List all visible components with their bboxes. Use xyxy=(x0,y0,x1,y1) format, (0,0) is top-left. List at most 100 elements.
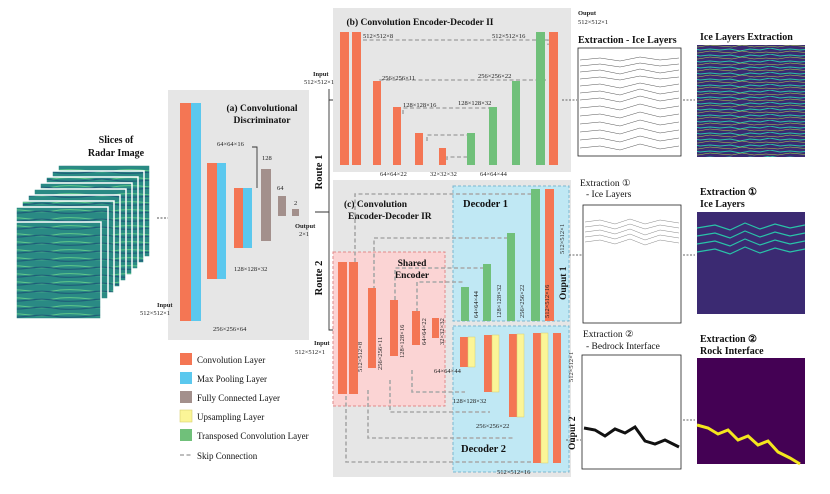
disc-fc-128 xyxy=(261,169,271,241)
disc-dim-fc64: 64 xyxy=(277,185,284,192)
ir-enc-dim-e128: 128×128×16 xyxy=(399,324,406,358)
output2-label: Ouput 2 xyxy=(568,416,578,450)
disc-dim-fc2: 2 xyxy=(294,200,297,207)
discriminator-title-2: Discriminator xyxy=(234,116,292,126)
ir-dec2-conv-3 xyxy=(509,334,517,417)
shared-encoder-label-1: Shared xyxy=(398,259,428,269)
ir-dec1-tconv-2 xyxy=(483,264,491,321)
disc-conv-1 xyxy=(180,103,191,321)
disc-output-label: Output xyxy=(295,223,316,230)
extraction1-lines xyxy=(584,218,680,246)
legend-label-pool: Max Pooling Layer xyxy=(197,374,267,384)
encdec2-input-dims: 512×512×1 xyxy=(304,79,334,86)
encdec-ir-panel: (c) Convolution Encoder-Decoder IR Decod… xyxy=(295,180,578,477)
dec2-tconv-4 xyxy=(536,32,545,165)
decoder1-label: Decoder 1 xyxy=(463,199,508,210)
ice-layers-extraction-title: Ice Layers Extraction xyxy=(700,32,793,43)
dec2-tconv-1 xyxy=(467,133,475,165)
encdec2-dim-d64: 64×64×44 xyxy=(480,171,508,178)
legend-swatch-fc xyxy=(180,391,192,403)
ir-dec1-dim-d512: 512×512×16 xyxy=(544,284,551,318)
disc-pool-1 xyxy=(191,103,201,321)
extraction1-heatmap xyxy=(697,212,805,314)
enc2-conv-1a xyxy=(340,32,349,165)
encdec-ir-title-1: (c) Convolution xyxy=(344,199,408,210)
disc-conv-3 xyxy=(234,188,243,248)
discriminator-panel: (a) Convolutional Discriminator 256×256×… xyxy=(140,90,316,340)
extraction2-right-title-2: Rock Interface xyxy=(700,346,764,357)
decoder2-label: Decoder 2 xyxy=(461,444,506,455)
legend-swatch-tconv xyxy=(180,429,192,441)
ir-dec1-tconv-1 xyxy=(461,287,469,321)
output-panels: Ouput 512×512×1 Extraction - Ice Layers … xyxy=(562,10,806,470)
ir-enc-conv-4 xyxy=(412,311,420,345)
dec2-tconv-2 xyxy=(489,107,497,165)
legend-label-conv: Convolution Layer xyxy=(197,355,265,365)
disc-conv-2 xyxy=(207,163,217,279)
disc-fc-64 xyxy=(278,196,286,216)
extraction1-image xyxy=(582,204,682,324)
ir-dec2-dim-d512: 512×512×16 xyxy=(497,469,531,476)
disc-dim-64x16: 64×64×16 xyxy=(217,141,245,148)
extraction1-sub: - Ice Layers xyxy=(586,190,632,200)
disc-input-dims: 512×512×1 xyxy=(140,310,170,317)
enc2-conv-4 xyxy=(415,133,423,165)
disc-input-label: Input xyxy=(157,302,173,309)
extraction1-title: Extraction ① xyxy=(580,178,631,189)
ir-dec1-tconv-3 xyxy=(507,233,515,321)
radar-slices: Slices of Radar Image xyxy=(15,135,178,320)
ir-enc-conv-1a xyxy=(338,262,347,394)
route-1-label: Route 1 xyxy=(314,155,325,190)
ice-extraction-title: Extraction - Ice Layers xyxy=(578,35,677,46)
encdec2-dim-e128: 128×128×16 xyxy=(403,102,437,109)
ir-dec2-up-2 xyxy=(491,334,500,393)
legend-swatch-pool xyxy=(180,372,192,384)
legend: Convolution Layer Max Pooling Layer Full… xyxy=(179,353,309,461)
enc2-conv-2 xyxy=(373,81,381,165)
ir-dec2-conv-1 xyxy=(460,337,468,367)
legend-label-fc: Fully Connected Layer xyxy=(197,393,280,403)
disc-dim-fc128: 128 xyxy=(262,155,272,162)
ir-dec2-dim-d64: 64×64×44 xyxy=(434,368,462,375)
disc-pool-2 xyxy=(217,163,226,279)
ir-dec2-up-3 xyxy=(516,333,525,418)
slices-title-2: Radar Image xyxy=(88,148,145,159)
top-output-dims: 512×512×1 xyxy=(578,19,608,26)
slices-title-1: Slices of xyxy=(99,135,134,146)
legend-label-skip: Skip Connection xyxy=(197,451,258,461)
extraction1-right-title-2: Ice Layers xyxy=(700,199,745,210)
ir-dec2-conv-2 xyxy=(484,335,492,392)
extraction2-right-title-1: Extraction ② xyxy=(700,334,757,345)
encdec2-panel: (b) Convolution Encoder-Decoder II 512×5… xyxy=(304,8,571,178)
route-2-label: Route 2 xyxy=(314,261,325,296)
rock-interface-line xyxy=(696,423,801,466)
ir-enc-conv-3 xyxy=(390,300,398,356)
bedrock-line xyxy=(583,425,680,449)
encdec2-dim-e512: 512×512×8 xyxy=(363,33,393,40)
encdec2-dim-d128: 128×128×32 xyxy=(458,100,491,107)
ir-enc-conv-1b xyxy=(349,262,358,394)
ir-dec1-conv-out xyxy=(545,189,554,321)
shared-encoder-label-2: Encoder xyxy=(395,271,430,281)
ir-dec2-up-4 xyxy=(540,332,549,464)
disc-output-dims: 2×1 xyxy=(299,231,309,238)
disc-fc-2 xyxy=(292,209,299,216)
encdec2-dim-d512: 512×512×16 xyxy=(492,33,526,40)
ir-dec1-dim-out: 512×512×1 xyxy=(559,224,566,254)
ir-enc-dim-e512: 512×512×8 xyxy=(357,342,364,372)
ir-dec1-dim-d128: 128×128×32 xyxy=(496,285,503,318)
legend-label-upsample: Upsampling Layer xyxy=(197,412,264,422)
extraction2-image xyxy=(581,354,682,470)
slice-stack xyxy=(15,164,151,320)
dec2-conv-out xyxy=(549,32,558,165)
encdec2-dim-e256: 256×256×11 xyxy=(382,75,415,82)
ir-dec2-up-1 xyxy=(467,336,476,368)
ir-dec2-conv-4 xyxy=(533,333,541,463)
encdec2-dim-e32: 32×32×32 xyxy=(430,171,457,178)
ir-dec1-tconv-4 xyxy=(531,189,540,321)
disc-dim-256x64: 256×256×64 xyxy=(213,326,247,333)
encdec-ir-title-2: Encoder-Decoder IR xyxy=(348,212,432,222)
ir-enc-conv-2 xyxy=(368,288,376,368)
ir-enc-dim-e64: 64×64×22 xyxy=(421,318,428,345)
ice-extraction-image xyxy=(577,47,682,157)
